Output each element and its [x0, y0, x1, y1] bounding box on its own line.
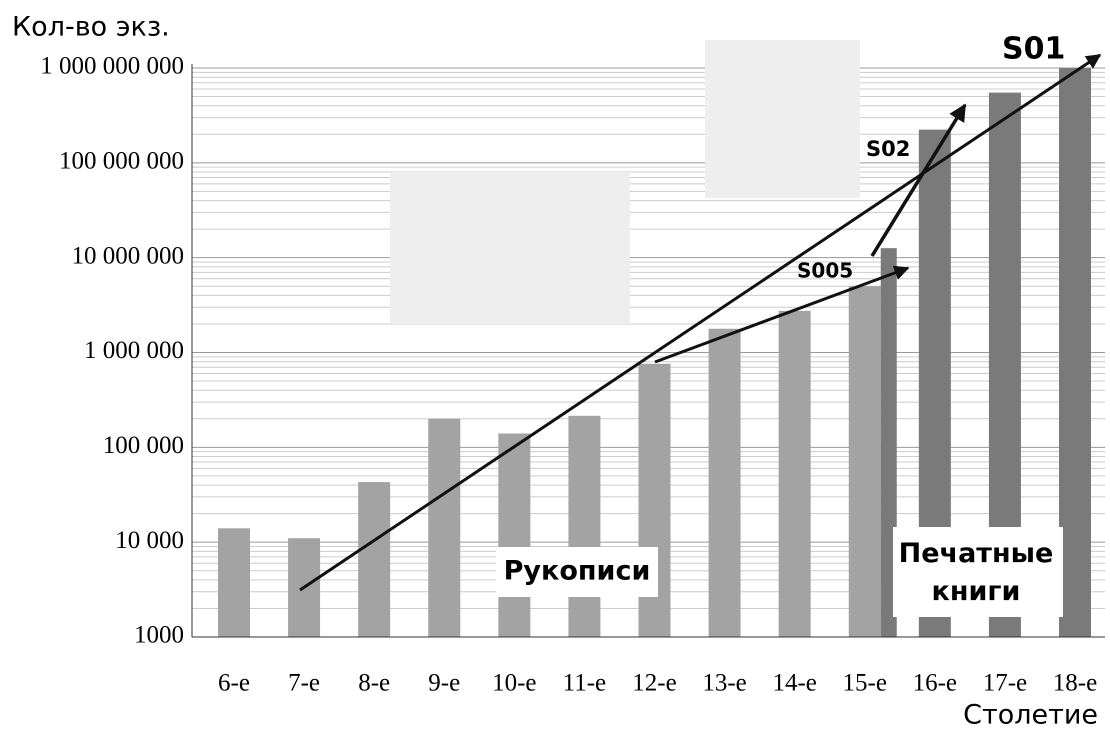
x-axis-label: Столетие [963, 700, 1098, 729]
y-tick-label: 1 000 000 [84, 337, 184, 364]
x-tick-label: 10-е [492, 670, 536, 697]
x-tick-label: 17-е [983, 670, 1027, 697]
bar [1059, 68, 1091, 637]
x-tick-label: 6-е [218, 670, 250, 697]
bar [568, 415, 601, 637]
x-tick-label: 16-е [913, 670, 957, 697]
trend-arrow [654, 265, 910, 364]
bar [708, 328, 741, 637]
x-tick-label: 9-е [428, 670, 460, 697]
series-label: Печатные книги [899, 538, 1054, 607]
annotation: S01 [1002, 32, 1065, 67]
press-illustration [705, 40, 860, 198]
annotation: S005 [797, 259, 853, 283]
bar [358, 482, 391, 637]
bar [778, 310, 811, 637]
y-tick-label: 100 000 [103, 432, 184, 459]
x-tick-label: 15-е [843, 670, 887, 697]
bar [498, 433, 531, 637]
trend-arrow [870, 103, 967, 257]
x-tick-label: 12-е [632, 670, 676, 697]
x-tick-label: 14-е [772, 670, 816, 697]
bar [880, 248, 897, 637]
x-tick-label: 18-е [1053, 670, 1097, 697]
label-box [893, 527, 1063, 617]
bar [428, 418, 461, 637]
x-tick-label: 8-е [358, 670, 390, 697]
scribe-illustration [390, 172, 630, 324]
y-tick-label: 10 000 000 [72, 242, 185, 269]
annotation: S02 [866, 137, 910, 161]
x-tick-label: 11-е [563, 670, 607, 697]
y-tick-label: 100 000 000 [59, 148, 184, 175]
bar [848, 286, 881, 637]
y-tick-label: 10 000 [115, 527, 184, 554]
y-axis-label: Кол-во экз. [12, 12, 170, 43]
bar [218, 528, 250, 637]
label-box [496, 547, 658, 597]
y-tick-label: 1000 [134, 622, 184, 649]
y-tick-label: 1 000 000 000 [40, 53, 184, 80]
x-tick-label: 7-е [288, 670, 320, 697]
series-label: Рукописи [504, 556, 651, 587]
trend-arrow [299, 53, 1102, 592]
x-tick-label: 13-е [702, 670, 746, 697]
